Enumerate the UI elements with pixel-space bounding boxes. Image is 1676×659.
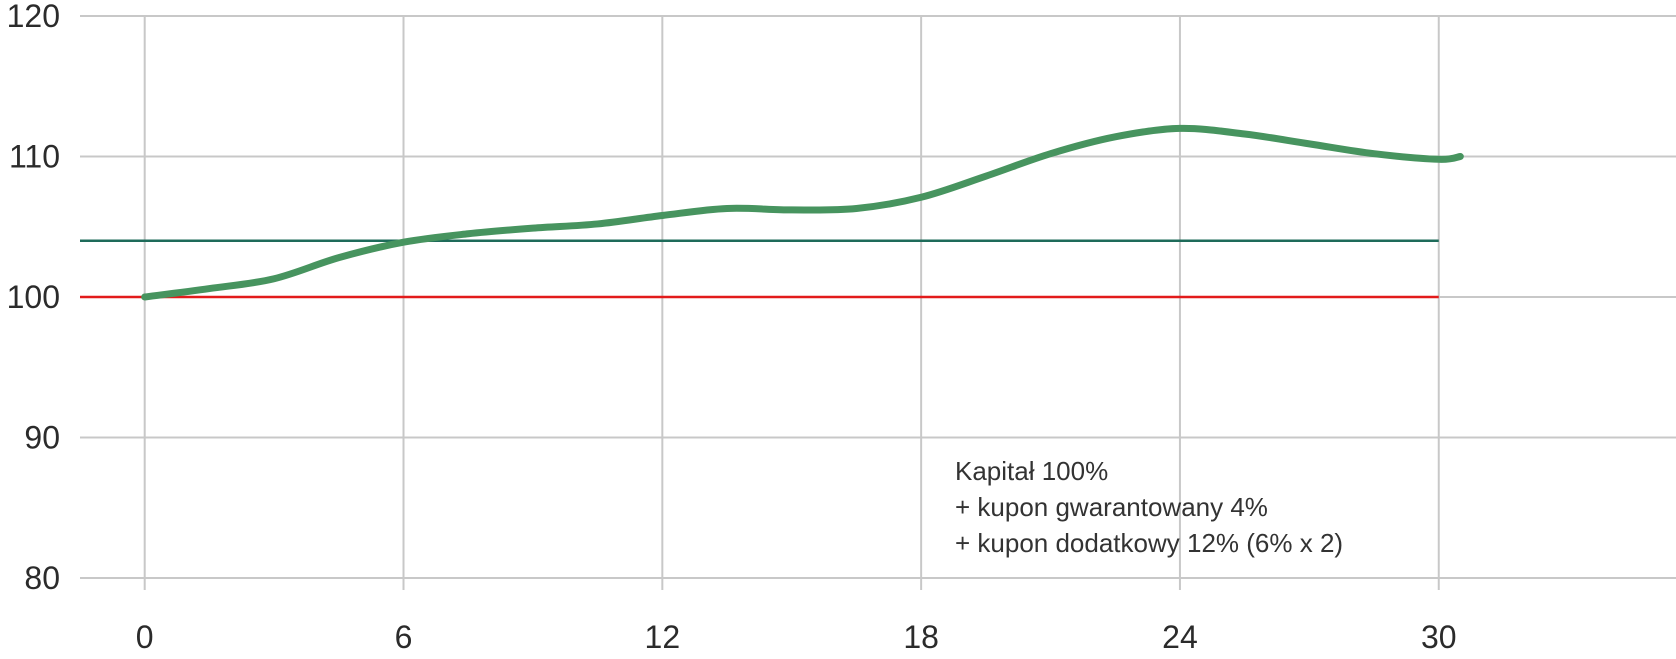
annotation: Kapitał 100% + kupon gwarantowany 4% + kup… (955, 456, 1343, 558)
x-tick-label: 30 (1421, 619, 1457, 655)
data-point (856, 208, 857, 209)
data-point (338, 257, 339, 258)
annotation-line: + kupon gwarantowany 4% (955, 492, 1268, 522)
y-tick-label: 90 (24, 420, 60, 456)
data-point (1438, 159, 1439, 160)
data-point (921, 197, 922, 198)
data-point (985, 176, 986, 177)
x-tick-labels: 0 6 12 18 24 30 (136, 619, 1457, 655)
data-point (1244, 134, 1245, 135)
data-point (1115, 136, 1116, 137)
data-point (791, 209, 792, 210)
y-tick-label: 100 (7, 279, 60, 315)
data-point (1460, 156, 1461, 157)
data-point (403, 242, 404, 243)
y-tick-label: 80 (24, 560, 60, 596)
data-point (1309, 143, 1310, 144)
data-point (662, 215, 663, 216)
data-point (727, 208, 728, 209)
series-group (141, 124, 1464, 301)
annotation-line: Kapitał 100% (955, 456, 1108, 486)
data-point (1179, 128, 1180, 129)
y-tick-label: 110 (9, 139, 60, 175)
data-point (597, 223, 598, 224)
data-point (144, 297, 145, 298)
data-point (274, 278, 275, 279)
data-point (1050, 153, 1051, 154)
annotation-line: + kupon dodatkowy 12% (6% x 2) (955, 528, 1343, 558)
x-tick-label: 12 (645, 619, 681, 655)
y-tick-label: 120 (7, 0, 60, 34)
x-tick-label: 0 (136, 619, 154, 655)
y-tick-labels: 80 90 100 110 120 (7, 0, 60, 596)
x-tick-label: 24 (1162, 619, 1198, 655)
data-point (468, 233, 469, 234)
grid (80, 15, 1676, 590)
series-line (141, 124, 1464, 301)
x-tick-label: 18 (903, 619, 939, 655)
data-point (1374, 153, 1375, 154)
x-tick-label: 6 (395, 619, 413, 655)
data-point (532, 228, 533, 229)
data-point (209, 288, 210, 289)
reference-lines (80, 239, 1439, 299)
